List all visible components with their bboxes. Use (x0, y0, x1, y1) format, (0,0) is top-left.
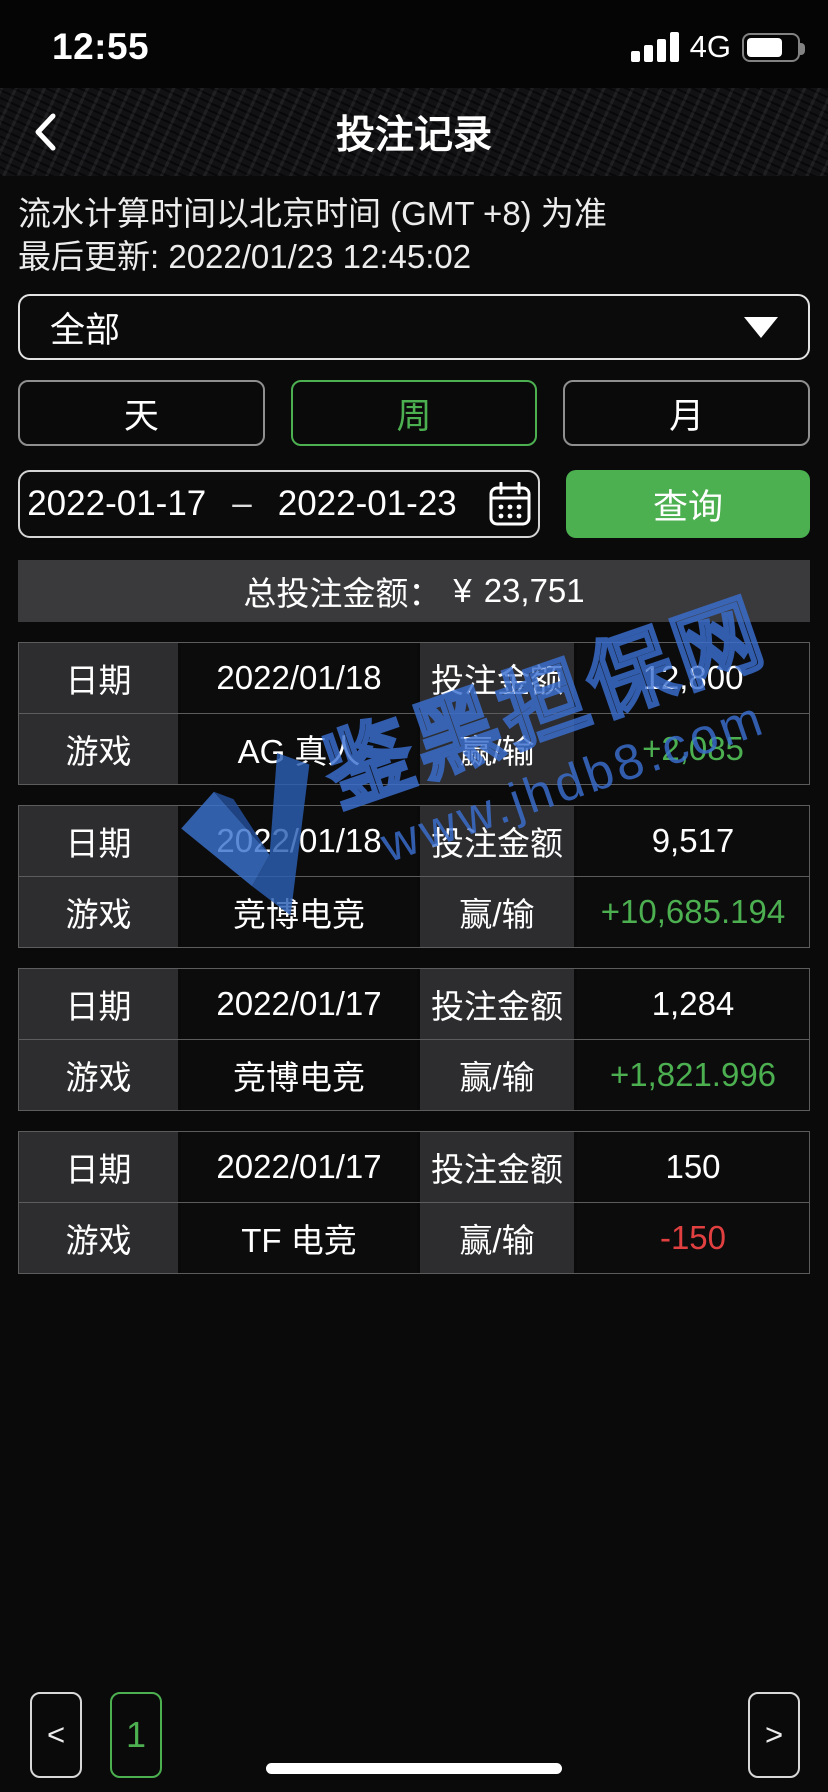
record-game-label: 游戏 (19, 877, 178, 947)
record-date-label: 日期 (19, 1132, 178, 1202)
search-button[interactable]: 查询 (566, 470, 810, 538)
notice-timezone: 流水计算时间以北京时间 (GMT +8) 为准 (18, 195, 607, 232)
back-icon[interactable] (32, 112, 58, 152)
record-game-value: 竞博电竞 (178, 1040, 417, 1110)
record-date-value: 2022/01/17 (178, 969, 417, 1039)
date-end-value: 2022-01-23 (277, 484, 457, 523)
bet-record-card: 日期 2022/01/18 投注金额 9,517 游戏 竞博电竞 赢/输 +10… (18, 805, 810, 948)
status-bar: 12:55 4G (0, 0, 828, 88)
record-bet-amount-value: 150 (574, 1132, 809, 1202)
chevron-down-icon (744, 316, 778, 338)
calendar-icon (489, 482, 531, 526)
page-1-button[interactable]: 1 (110, 1692, 162, 1778)
app-header: 投注记录 (0, 88, 828, 176)
bet-record-card: 日期 2022/01/17 投注金额 1,284 游戏 竞博电竞 赢/输 +1,… (18, 968, 810, 1111)
record-game-value: 竞博电竞 (178, 877, 417, 947)
game-filter-value: 全部 (50, 310, 121, 350)
notice-last-update: 最后更新: 2022/01/23 12:45:02 (18, 238, 472, 275)
record-date-label: 日期 (19, 643, 178, 713)
record-winlose-label: 赢/输 (417, 714, 574, 784)
record-date-label: 日期 (19, 969, 178, 1039)
period-week-button[interactable]: 周 (290, 380, 538, 446)
page-title: 投注记录 (335, 114, 492, 157)
record-bet-amount-label: 投注金额 (417, 1132, 574, 1202)
total-bet-summary: 总投注金额： ¥ 23,751 (18, 560, 810, 622)
record-date-value: 2022/01/18 (178, 643, 417, 713)
date-filter-row: 2022-01-17 – 2022-01-23 查询 (18, 470, 810, 538)
date-range-field[interactable]: 2022-01-17 – 2022-01-23 (18, 470, 540, 538)
bet-record-card: 日期 2022/01/18 投注金额 12,800 游戏 AG 真人 赢/输 +… (18, 642, 810, 785)
period-month-button[interactable]: 月 (563, 380, 811, 446)
record-game-value: TF 电竞 (178, 1203, 417, 1273)
battery-icon (742, 32, 805, 62)
record-winlose-label: 赢/输 (417, 1040, 574, 1110)
date-range-separator: – (232, 484, 252, 523)
main-content: 流水计算时间以北京时间 (GMT +8) 为准 最后更新: 2022/01/23… (0, 192, 828, 1274)
status-time: 12:55 (52, 26, 150, 67)
record-winlose-value: +2,085 (574, 714, 809, 784)
date-start-value: 2022-01-17 (27, 484, 207, 523)
record-winlose-label: 赢/输 (417, 877, 574, 947)
cellular-signal-icon (630, 32, 679, 62)
prev-page-button[interactable]: < (30, 1692, 82, 1778)
record-winlose-value: +10,685.194 (574, 877, 809, 947)
record-game-label: 游戏 (19, 1040, 178, 1110)
pagination: < 1 > (30, 1692, 800, 1778)
record-bet-amount-label: 投注金额 (417, 806, 574, 876)
record-bet-amount-label: 投注金额 (417, 969, 574, 1039)
record-game-label: 游戏 (19, 1203, 178, 1273)
record-bet-amount-value: 1,284 (574, 969, 809, 1039)
summary-currency: ¥ (453, 572, 472, 609)
summary-amount: 23,751 (483, 572, 585, 609)
battery-fill (747, 37, 782, 57)
home-indicator[interactable] (266, 1763, 562, 1774)
summary-label: 总投注金额： (243, 575, 442, 612)
record-date-value: 2022/01/18 (178, 806, 417, 876)
bet-record-card: 日期 2022/01/17 投注金额 150 游戏 TF 电竞 赢/输 -150 (18, 1131, 810, 1274)
record-date-label: 日期 (19, 806, 178, 876)
period-day-button[interactable]: 天 (18, 380, 265, 446)
record-date-value: 2022/01/17 (178, 1132, 417, 1202)
record-bet-amount-label: 投注金额 (417, 643, 574, 713)
record-game-value: AG 真人 (178, 714, 417, 784)
record-winlose-label: 赢/输 (417, 1203, 574, 1273)
record-winlose-value: -150 (574, 1203, 809, 1273)
status-icons: 4G (630, 29, 805, 65)
game-filter-dropdown[interactable]: 全部 (18, 294, 810, 360)
next-page-button[interactable]: > (748, 1692, 800, 1778)
network-type-label: 4G (689, 29, 731, 64)
record-game-label: 游戏 (19, 714, 178, 784)
record-winlose-value: +1,821.996 (574, 1040, 809, 1110)
period-tabs: 天 周 月 (18, 380, 811, 446)
battery-nub (800, 42, 805, 55)
record-bet-amount-value: 9,517 (574, 806, 809, 876)
record-bet-amount-value: 12,800 (574, 643, 809, 713)
